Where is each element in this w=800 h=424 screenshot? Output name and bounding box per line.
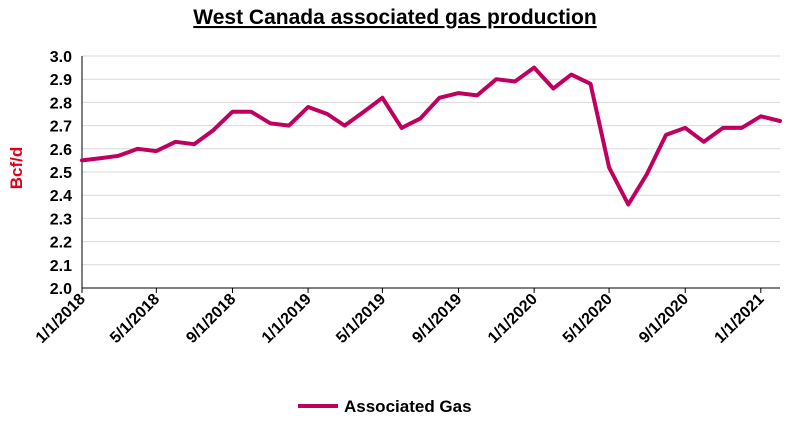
chart-title: West Canada associated gas production xyxy=(193,6,596,29)
legend-label-associated-gas: Associated Gas xyxy=(344,397,472,416)
y-tick-label: 3.0 xyxy=(50,49,72,66)
y-axis-ticks: 2.0 2.1 2.2 2.3 2.4 2.5 2.6 2.7 2.8 2.9 3.0 xyxy=(50,49,72,298)
x-tick-label: 5/1/2019 xyxy=(333,291,389,347)
x-tick-label: 9/1/2019 xyxy=(409,291,465,347)
gridlines xyxy=(82,55,780,266)
legend: Associated Gas xyxy=(298,397,472,416)
x-tick-label: 9/1/2018 xyxy=(183,291,239,347)
x-tick-label: 5/1/2020 xyxy=(560,291,616,347)
x-tick-label: 9/1/2020 xyxy=(636,291,692,347)
x-tick-label: 1/1/2020 xyxy=(485,291,541,347)
y-tick-label: 2.4 xyxy=(50,188,72,205)
x-axis-ticks: 1/1/2018 5/1/2018 9/1/2018 1/1/2019 5/1/2019… xyxy=(33,288,768,347)
y-tick-label: 2.5 xyxy=(50,165,72,182)
x-tick-label: 5/1/2018 xyxy=(107,291,163,347)
y-axis-label: Bcf/d xyxy=(7,147,26,190)
x-tick-label: 1/1/2021 xyxy=(712,291,768,347)
x-tick-label: 1/1/2018 xyxy=(33,291,89,347)
y-tick-label: 2.3 xyxy=(50,211,72,228)
y-tick-label: 2.0 xyxy=(50,281,72,298)
y-tick-label: 2.6 xyxy=(50,142,72,159)
y-tick-label: 2.9 xyxy=(50,72,72,89)
y-tick-label: 2.7 xyxy=(50,119,72,136)
y-tick-label: 2.2 xyxy=(50,235,72,252)
x-tick-label: 1/1/2019 xyxy=(259,291,315,347)
x-axis xyxy=(81,56,780,289)
series-line-associated-gas xyxy=(80,65,782,207)
y-tick-label: 2.1 xyxy=(50,258,72,275)
series-layer xyxy=(80,65,782,207)
y-tick-label: 2.8 xyxy=(50,95,72,112)
